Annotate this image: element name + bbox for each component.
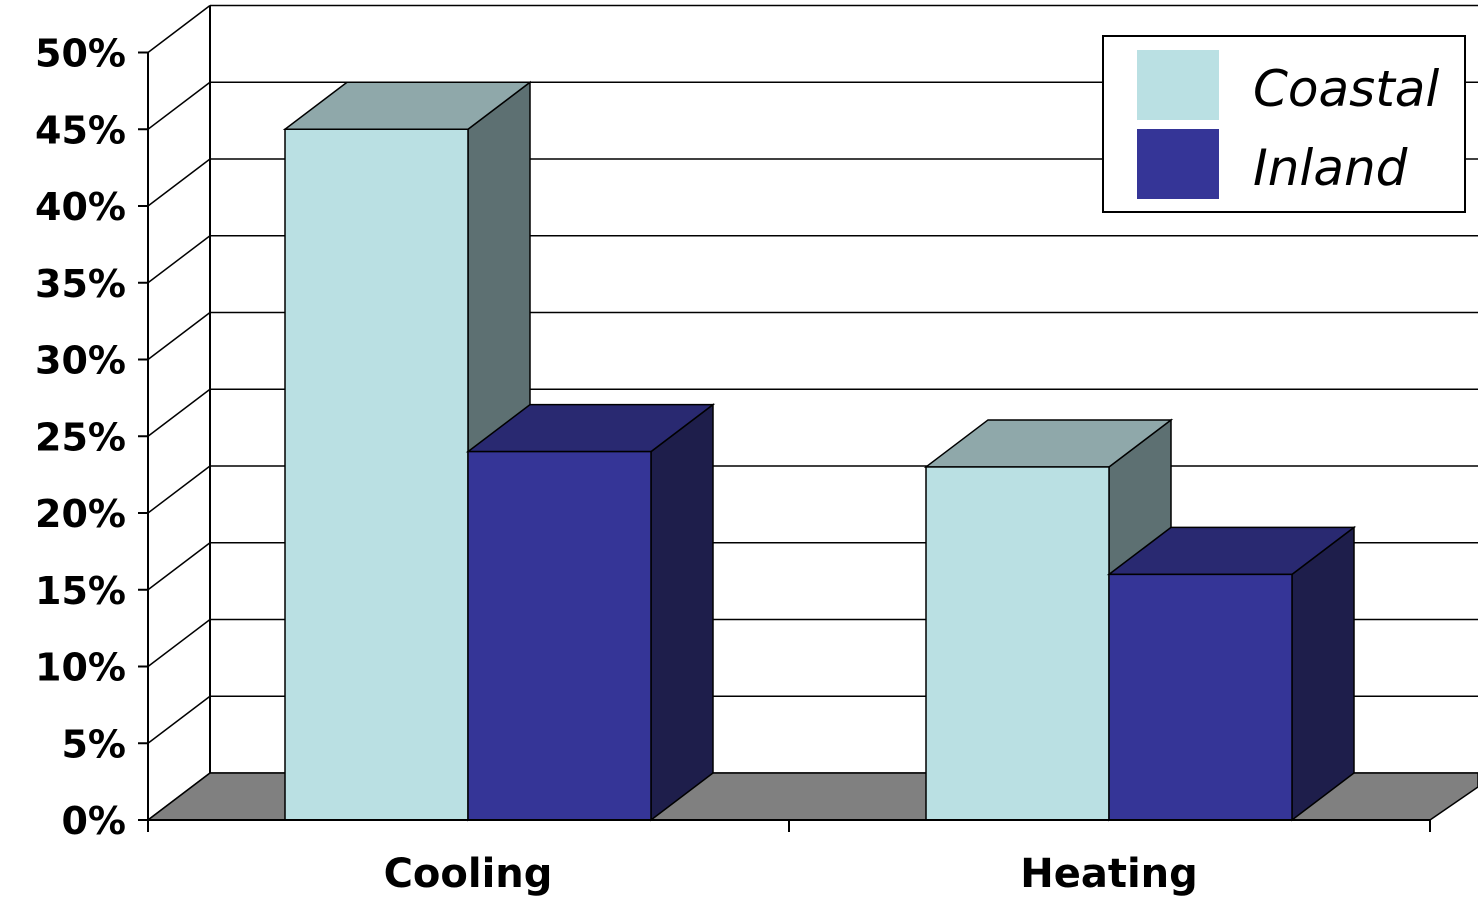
gridline-side <box>147 235 211 284</box>
legend-label-coastal: Coastal <box>1253 60 1439 118</box>
x-axis-tick-labels: Cooling Heating <box>384 851 1198 897</box>
bar-inland-heating <box>1106 525 1357 822</box>
y-tick-label: 10% <box>35 646 126 690</box>
y-axis-tick-labels: 0% 5% 10% 15% 20% 25% 30% 35% 40% 45% 50% <box>35 32 126 844</box>
bar-front <box>925 466 1110 821</box>
legend-label-inland: Inland <box>1253 139 1408 197</box>
bar-front <box>467 450 652 821</box>
y-tick-label: 0% <box>61 799 126 843</box>
y-tick-label: 20% <box>35 492 126 536</box>
gridline-side <box>147 695 211 744</box>
bars <box>282 80 1357 822</box>
gridline-side <box>147 158 211 207</box>
y-tick-label: 50% <box>35 32 126 76</box>
legend-swatch-inland <box>1137 129 1219 199</box>
gridline-side <box>147 465 211 514</box>
gridline-side <box>147 618 211 668</box>
bar-front <box>284 128 469 821</box>
x-tick-label: Cooling <box>384 851 553 897</box>
legend: Coastal Inland <box>1102 35 1466 213</box>
bar-side <box>1291 525 1355 822</box>
gridline-side <box>147 4 211 54</box>
y-tick-label: 45% <box>35 108 126 152</box>
x-tick-label: Heating <box>1020 851 1198 897</box>
legend-swatch-coastal <box>1137 50 1219 120</box>
y-tick-label: 5% <box>61 722 126 766</box>
y-tick-label: 15% <box>35 569 126 613</box>
gridline-side <box>147 542 211 591</box>
y-tick-label: 25% <box>35 415 126 459</box>
gridline-side <box>147 81 211 130</box>
gridline-side <box>147 311 211 361</box>
gridline-side <box>147 388 211 437</box>
y-tick-label: 30% <box>35 339 126 383</box>
y-tick-label: 35% <box>35 262 126 306</box>
bar-front <box>1108 573 1293 821</box>
axes <box>138 51 1431 832</box>
bar-side <box>650 403 714 822</box>
bar-inland-cooling <box>465 403 716 822</box>
y-tick-label: 40% <box>35 185 126 229</box>
